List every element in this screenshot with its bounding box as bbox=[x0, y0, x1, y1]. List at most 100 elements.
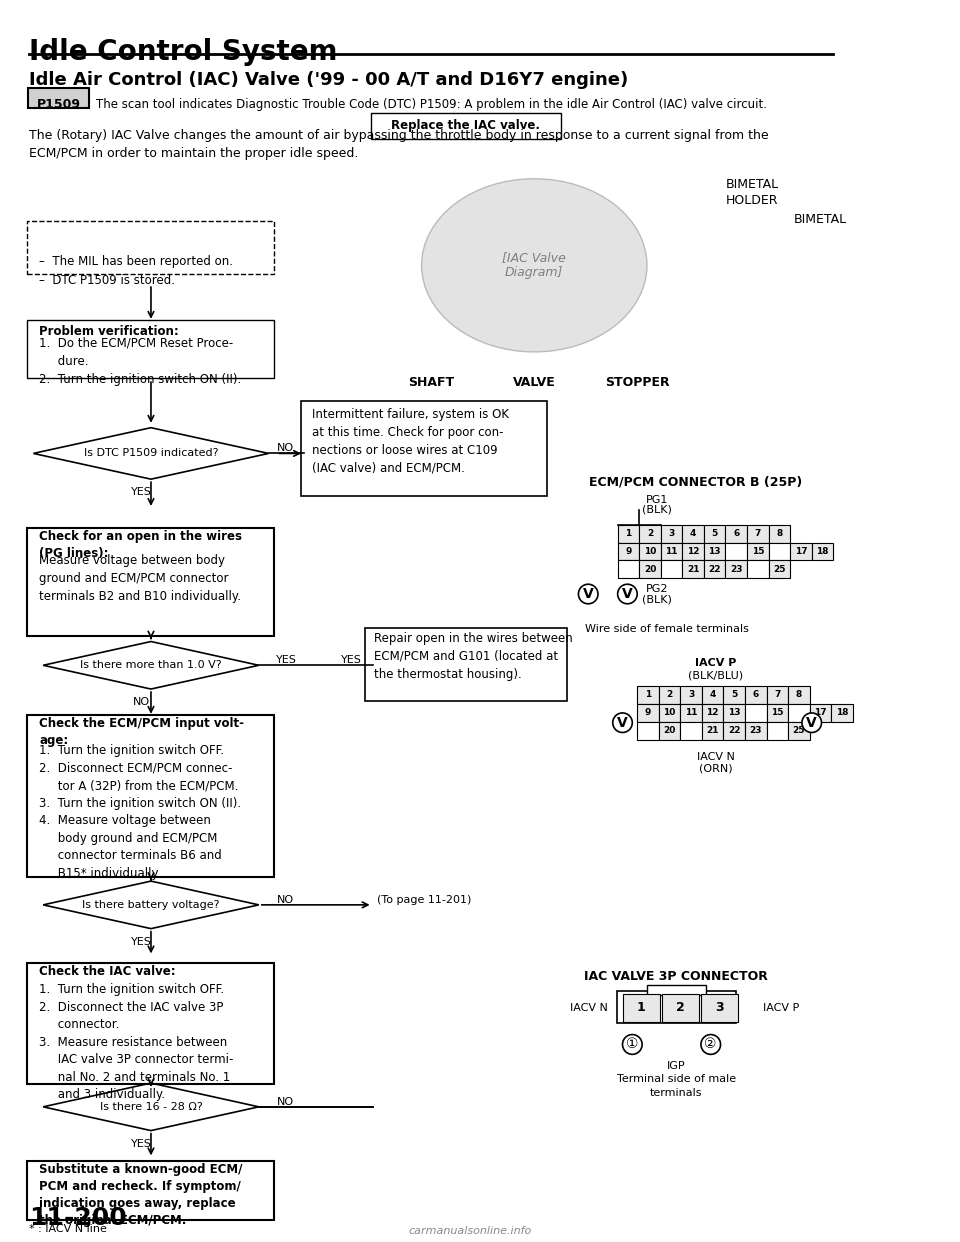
Bar bbox=[617, 560, 639, 579]
Text: Is there battery voltage?: Is there battery voltage? bbox=[83, 900, 220, 910]
Text: 3: 3 bbox=[715, 1001, 724, 1015]
Bar bbox=[767, 686, 788, 704]
Text: V: V bbox=[583, 587, 593, 601]
Text: 7: 7 bbox=[755, 529, 761, 538]
FancyBboxPatch shape bbox=[28, 964, 275, 1084]
Bar bbox=[812, 543, 833, 560]
Text: 3: 3 bbox=[688, 691, 694, 699]
Bar bbox=[637, 686, 659, 704]
Bar bbox=[747, 543, 769, 560]
Text: V: V bbox=[622, 587, 633, 601]
Text: 13: 13 bbox=[708, 546, 721, 556]
Text: YES: YES bbox=[341, 656, 361, 666]
Text: 18: 18 bbox=[816, 546, 828, 556]
Text: BIMETAL: BIMETAL bbox=[794, 212, 847, 226]
Bar bbox=[702, 686, 724, 704]
Bar bbox=[683, 560, 704, 579]
Text: 11: 11 bbox=[684, 708, 697, 718]
Text: NO: NO bbox=[276, 895, 294, 905]
Bar bbox=[704, 524, 726, 543]
Text: 7: 7 bbox=[774, 691, 780, 699]
Text: YES: YES bbox=[131, 487, 152, 497]
Bar bbox=[702, 722, 724, 739]
Text: YES: YES bbox=[131, 1139, 152, 1149]
Text: 23: 23 bbox=[730, 565, 742, 574]
Bar bbox=[659, 722, 681, 739]
Text: SHAFT: SHAFT bbox=[408, 376, 454, 389]
Text: 1: 1 bbox=[645, 691, 651, 699]
Text: (BLK): (BLK) bbox=[642, 594, 672, 604]
Text: IAC VALVE 3P CONNECTOR: IAC VALVE 3P CONNECTOR bbox=[585, 970, 768, 984]
Text: Substitute a known-good ECM/
PCM and recheck. If symptom/
indication goes away, : Substitute a known-good ECM/ PCM and rec… bbox=[39, 1164, 243, 1227]
Bar bbox=[809, 704, 831, 722]
Text: 12: 12 bbox=[686, 546, 699, 556]
Text: 10: 10 bbox=[663, 708, 676, 718]
Ellipse shape bbox=[421, 179, 647, 351]
Bar bbox=[683, 543, 704, 560]
Text: 10: 10 bbox=[644, 546, 656, 556]
Text: 5: 5 bbox=[711, 529, 718, 538]
Text: The (Rotary) IAC Valve changes the amount of air bypassing the throttle body in : The (Rotary) IAC Valve changes the amoun… bbox=[30, 129, 769, 160]
Text: [IAC Valve
Diagram]: [IAC Valve Diagram] bbox=[502, 251, 566, 279]
Text: 17: 17 bbox=[814, 708, 827, 718]
Text: 6: 6 bbox=[733, 529, 739, 538]
Text: 2: 2 bbox=[666, 691, 673, 699]
Bar bbox=[767, 722, 788, 739]
Text: 9: 9 bbox=[645, 708, 651, 718]
Text: 21: 21 bbox=[686, 565, 699, 574]
Text: STOPPER: STOPPER bbox=[605, 376, 669, 389]
Bar bbox=[745, 704, 767, 722]
Bar bbox=[617, 543, 639, 560]
Bar bbox=[788, 704, 809, 722]
Text: Is there more than 1.0 V?: Is there more than 1.0 V? bbox=[80, 661, 222, 671]
Text: 11-200: 11-200 bbox=[30, 1206, 127, 1230]
Text: P1509: P1509 bbox=[36, 98, 81, 111]
Text: YES: YES bbox=[131, 936, 152, 946]
Text: (BLK/BLU): (BLK/BLU) bbox=[688, 671, 743, 681]
Text: * : IACV N line: * : IACV N line bbox=[30, 1223, 108, 1233]
Bar bbox=[701, 994, 738, 1022]
Text: V: V bbox=[806, 715, 817, 730]
Bar bbox=[681, 722, 702, 739]
FancyBboxPatch shape bbox=[365, 627, 566, 700]
FancyBboxPatch shape bbox=[301, 401, 547, 496]
Text: 3: 3 bbox=[668, 529, 675, 538]
Text: Intermittent failure, system is OK
at this time. Check for poor con-
nections or: Intermittent failure, system is OK at th… bbox=[312, 407, 509, 474]
Text: 23: 23 bbox=[750, 727, 762, 735]
FancyBboxPatch shape bbox=[28, 319, 275, 378]
Text: Check the IAC valve:: Check the IAC valve: bbox=[39, 965, 176, 979]
Text: 2: 2 bbox=[647, 529, 653, 538]
FancyBboxPatch shape bbox=[28, 715, 275, 877]
Text: IACV N: IACV N bbox=[570, 1002, 608, 1012]
Text: IACV P: IACV P bbox=[695, 658, 736, 668]
Bar bbox=[726, 560, 747, 579]
Text: 8: 8 bbox=[777, 529, 782, 538]
Bar bbox=[769, 524, 790, 543]
Text: 20: 20 bbox=[644, 565, 656, 574]
Text: 12: 12 bbox=[707, 708, 719, 718]
Text: VALVE: VALVE bbox=[513, 376, 556, 389]
Text: 11: 11 bbox=[665, 546, 678, 556]
Bar bbox=[681, 704, 702, 722]
Bar bbox=[661, 994, 699, 1022]
Text: Check the ECM/PCM input volt-
age:: Check the ECM/PCM input volt- age: bbox=[39, 717, 244, 746]
Bar bbox=[647, 985, 706, 995]
Bar bbox=[660, 543, 683, 560]
Text: IACV N: IACV N bbox=[697, 753, 734, 763]
Text: 4: 4 bbox=[709, 691, 716, 699]
Bar bbox=[637, 722, 659, 739]
Text: Check for an open in the wires
(PG lines):: Check for an open in the wires (PG lines… bbox=[39, 529, 242, 560]
Bar bbox=[745, 686, 767, 704]
Text: ②: ② bbox=[705, 1037, 717, 1052]
Text: 17: 17 bbox=[795, 546, 807, 556]
FancyBboxPatch shape bbox=[28, 528, 275, 636]
Bar bbox=[769, 543, 790, 560]
Text: YES: YES bbox=[276, 656, 298, 666]
Bar bbox=[724, 722, 745, 739]
Text: 25: 25 bbox=[793, 727, 805, 735]
Text: 18: 18 bbox=[836, 708, 849, 718]
Bar bbox=[704, 543, 726, 560]
Bar bbox=[790, 543, 812, 560]
Text: carmanualsonline.info: carmanualsonline.info bbox=[409, 1226, 532, 1236]
Text: 9: 9 bbox=[625, 546, 632, 556]
